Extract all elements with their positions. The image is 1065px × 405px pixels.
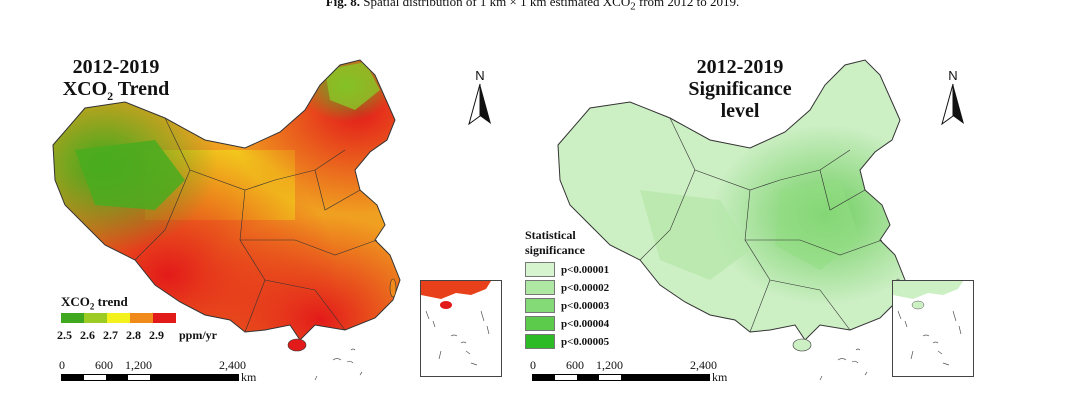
caption-sub: 2 [630, 0, 636, 13]
scale-tick-0: 0 [59, 358, 65, 372]
significance-legend-item: p<0.00004 [525, 316, 609, 331]
north-label: N [475, 68, 485, 83]
trend-unit: ppm/yr [179, 328, 218, 342]
significance-legend-item: p<0.00001 [525, 262, 609, 277]
significance-legend-item: p<0.00002 [525, 280, 609, 295]
trend-value-3: 2.7 [103, 328, 118, 342]
trend-value-2: 2.6 [80, 328, 95, 342]
figure-caption: Fig. 8. Spatial distribution of 1 km × 1… [0, 0, 1065, 13]
significance-title-years: 2012-2019 [696, 56, 784, 78]
caption-text: Spatial distribution of 1 km × 1 km esti… [363, 0, 631, 9]
south-china-sea-inset-right [892, 280, 974, 377]
significance-map-title: 2012-2019 Significance level [680, 56, 800, 122]
trend-value-4: 2.8 [126, 328, 141, 342]
province-borders [134, 117, 378, 333]
trend-legend-colorbar [61, 313, 176, 323]
caption-label: Fig. 8. [325, 0, 361, 9]
trend-title-name: XCO2 Trend [62, 78, 170, 103]
significance-title-level: level [720, 100, 760, 122]
trend-map [52, 59, 401, 381]
significance-legend-title: Statistical significance [525, 228, 585, 257]
scale-unit-right: km [712, 370, 728, 384]
trend-swatch-4 [130, 313, 153, 323]
north-arrow-icon: N [465, 68, 495, 128]
significance-title-name: Significance [688, 78, 792, 100]
significance-scale-bar: 0 600 1,200 2,400 km [530, 358, 770, 388]
trend-swatch-1 [61, 313, 84, 323]
significance-legend-item: p<0.00003 [525, 298, 609, 313]
trend-scale-bar: 0 600 1,200 2,400 km [59, 358, 299, 388]
trend-legend-title: XCO2 trend [61, 294, 128, 312]
scale-tick-600: 600 [95, 358, 113, 372]
trend-swatch-2 [84, 313, 107, 323]
caption-text-end: from 2012 to 2019. [635, 0, 740, 9]
trend-swatch-5 [153, 313, 176, 323]
scale-tick-2400: 2,400 [219, 358, 246, 372]
significance-legend: Statistical significance p<0.00001 p<0.0… [525, 228, 609, 352]
trend-legend-values: 2.5 2.6 2.7 2.8 2.9 ppm/yr [57, 328, 217, 343]
trend-map-panel: 2012-2019 XCO2 Trend N XCO2 trend 2.5 2.… [15, 40, 525, 400]
north-label-right: N [948, 68, 958, 83]
province-borders-right [639, 117, 883, 333]
significance-map-panel: 2012-2019 Significance level N Statistic… [520, 40, 1030, 400]
scale-unit: km [241, 370, 257, 384]
trend-value-5: 2.9 [149, 328, 164, 342]
scale-tick-0-right: 0 [530, 358, 536, 372]
scale-tick-2400-right: 2,400 [690, 358, 717, 372]
significance-map [557, 59, 906, 381]
trend-title-years: 2012-2019 [72, 56, 160, 78]
significance-legend-item: p<0.00005 [525, 334, 609, 349]
scale-tick-1200: 1,200 [125, 358, 152, 372]
scale-tick-1200-right: 1,200 [596, 358, 623, 372]
trend-value-1: 2.5 [57, 328, 72, 342]
north-arrow-icon-right: N [938, 68, 968, 128]
trend-map-title: 2012-2019 XCO2 Trend [61, 56, 171, 107]
south-china-sea-inset [420, 280, 502, 377]
trend-swatch-3 [107, 313, 130, 323]
scale-tick-600-right: 600 [566, 358, 584, 372]
